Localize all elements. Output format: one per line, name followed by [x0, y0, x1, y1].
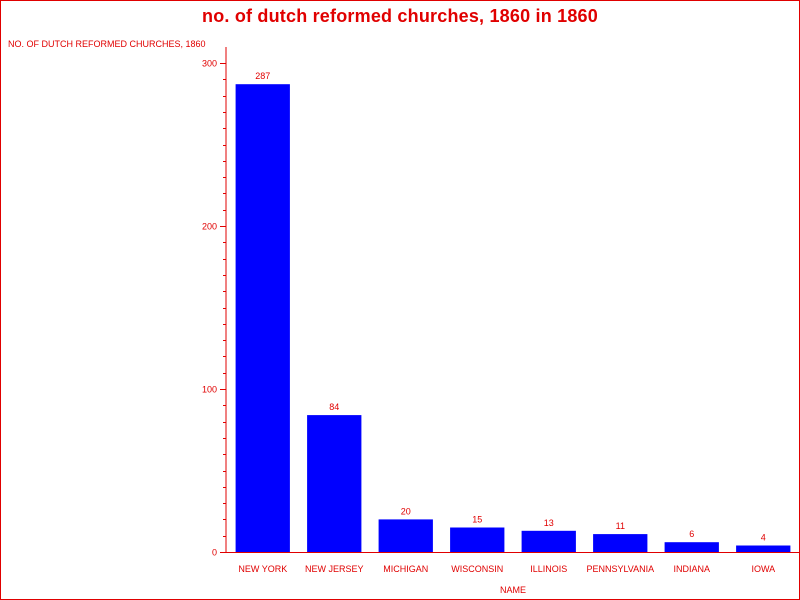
bar-value-label: 15: [472, 515, 482, 525]
category-label: ILLINOIS: [530, 564, 567, 574]
category-label: MICHIGAN: [383, 564, 428, 574]
bar: [235, 84, 290, 552]
category-label: NEW JERSEY: [305, 564, 364, 574]
bar: [521, 530, 576, 552]
y-tick-label: 200: [202, 222, 217, 232]
bars: [235, 84, 791, 552]
category-label: INDIANA: [674, 564, 711, 574]
y-tick-label: 300: [202, 59, 217, 69]
bar-value-labels: 287 84 20 15 13 11 6 4: [255, 71, 766, 542]
bar: [307, 415, 362, 552]
category-label: IOWA: [751, 564, 775, 574]
category-label: WISCONSIN: [451, 564, 503, 574]
bar-value-label: 6: [689, 529, 694, 539]
bar: [450, 527, 505, 552]
bar: [736, 545, 791, 552]
bar-value-label: 13: [544, 518, 554, 528]
y-tick-label: 100: [202, 385, 217, 395]
category-labels: NEW YORK NEW JERSEY MICHIGAN WISCONSIN ILLIN…: [238, 564, 775, 574]
y-axis: 0 100 200 300: [202, 47, 227, 558]
bar: [664, 542, 719, 552]
y-axis-title: NO. OF DUTCH REFORMED CHURCHES, 1860: [8, 39, 206, 49]
bar: [593, 534, 648, 552]
bar-value-label: 20: [401, 506, 411, 516]
x-axis-title: NAME: [499, 585, 526, 595]
bar: [378, 519, 433, 552]
category-label: NEW YORK: [238, 564, 287, 574]
bar-value-label: 287: [255, 71, 270, 81]
bar-value-label: 11: [616, 521, 625, 531]
bar-value-label: 84: [329, 402, 339, 412]
bar-value-label: 4: [761, 533, 766, 543]
chart-title: no. of dutch reformed churches, 1860 in …: [202, 6, 598, 26]
category-label: PENNSYLVANIA: [586, 564, 654, 574]
y-tick-label: 0: [212, 548, 217, 558]
